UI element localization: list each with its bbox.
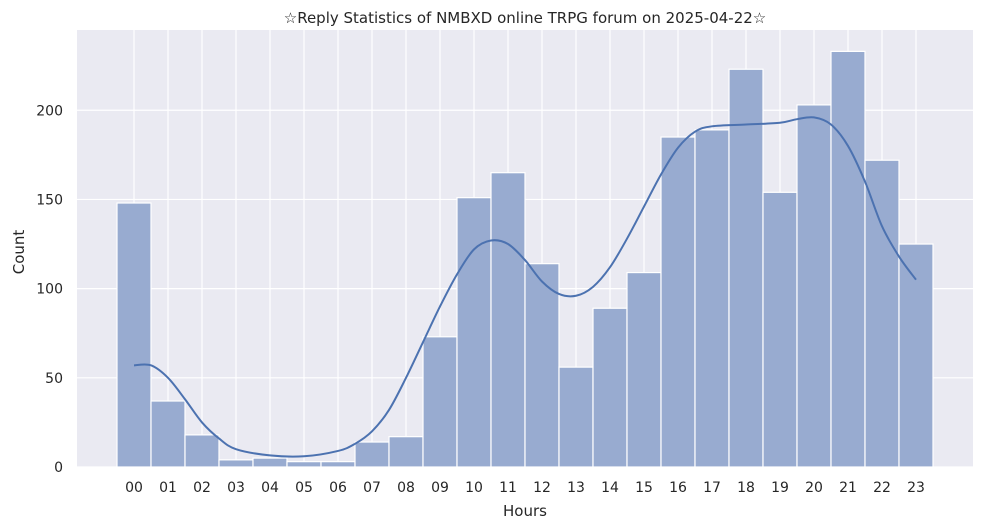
x-tick-label-21: 21 (839, 480, 857, 496)
x-tick-label-14: 14 (601, 480, 619, 496)
bar-hour-19 (762, 191, 798, 468)
x-tick-labels: 00 01 02 03 04 05 06 07 08 09 10 11 12 13 14 15 16 17 18 19… (125, 480, 925, 496)
bar-hour-22 (864, 159, 900, 468)
bar-hour-21 (830, 50, 866, 468)
x-tick-label-17: 17 (703, 480, 721, 496)
bar-hour-04 (252, 457, 288, 468)
bar-hour-09 (422, 336, 458, 468)
x-axis-label: Hours (503, 502, 547, 520)
x-tick-label-12: 12 (533, 480, 551, 496)
x-tick-label-08: 08 (397, 480, 415, 496)
x-tick-label-16: 16 (669, 480, 687, 496)
y-tick-label-50: 50 (45, 371, 63, 387)
bar-hour-02 (184, 434, 220, 468)
bar-hour-00 (116, 202, 152, 468)
bar-hour-01 (150, 400, 186, 468)
y-tick-label-0: 0 (54, 460, 63, 476)
bar-hour-20 (796, 104, 832, 468)
bars (116, 50, 934, 468)
x-tick-label-03: 03 (227, 480, 245, 496)
bar-hour-18 (728, 68, 764, 468)
x-tick-label-18: 18 (737, 480, 755, 496)
bar-hour-14 (592, 307, 628, 468)
x-tick-label-00: 00 (125, 480, 143, 496)
x-tick-label-02: 02 (193, 480, 211, 496)
x-tick-label-23: 23 (907, 480, 925, 496)
kde-curve (133, 116, 917, 458)
bar-hour-16 (660, 136, 696, 468)
x-tick-label-06: 06 (329, 480, 347, 496)
bar-hour-03 (218, 459, 254, 468)
bar-hour-23 (898, 243, 934, 468)
x-tick-label-04: 04 (261, 480, 279, 496)
x-tick-label-15: 15 (635, 480, 653, 496)
bar-hour-07 (354, 441, 390, 468)
x-tick-label-20: 20 (805, 480, 823, 496)
x-tick-label-13: 13 (567, 480, 585, 496)
x-tick-label-01: 01 (159, 480, 177, 496)
bar-hour-10 (456, 197, 492, 468)
y-axis-label: Count (10, 230, 28, 275)
x-tick-label-11: 11 (499, 480, 517, 496)
bar-hour-11 (490, 172, 526, 468)
x-tick-label-19: 19 (771, 480, 789, 496)
bar-hour-15 (626, 271, 662, 468)
y-tick-label-100: 100 (36, 282, 63, 298)
x-tick-label-09: 09 (431, 480, 449, 496)
bar-hour-12 (524, 263, 560, 468)
y-tick-labels: 0 50 100 150 200 (36, 103, 63, 476)
bar-hour-13 (558, 366, 594, 468)
x-tick-label-05: 05 (295, 480, 313, 496)
chart-title: ☆Reply Statistics of NMBXD online TRPG f… (284, 9, 767, 27)
bar-hour-08 (388, 436, 424, 468)
x-tick-label-07: 07 (363, 480, 381, 496)
bar-hour-06 (320, 461, 356, 468)
bar-hour-17 (694, 129, 730, 468)
bar-hour-05 (286, 461, 322, 468)
x-tick-label-22: 22 (873, 480, 891, 496)
y-tick-label-200: 200 (36, 103, 63, 119)
y-tick-label-150: 150 (36, 192, 63, 208)
x-tick-label-10: 10 (465, 480, 483, 496)
